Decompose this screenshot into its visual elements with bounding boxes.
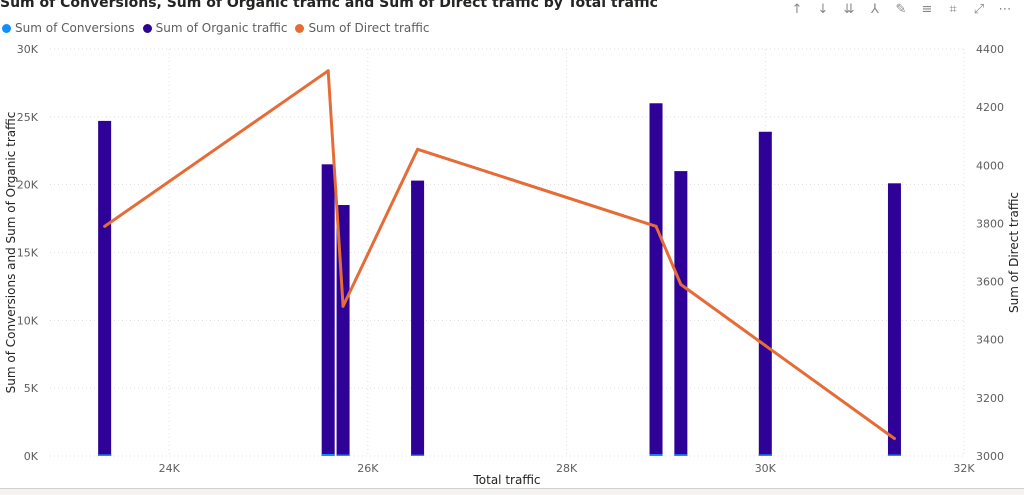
y-tick-label: 0K (24, 450, 39, 463)
y-tick-label: 20K (17, 179, 39, 192)
conversions-bar (411, 454, 425, 456)
y-tick-label: 5K (24, 382, 39, 395)
conversions-bar (649, 454, 663, 456)
legend-marker (142, 23, 152, 33)
x-tick-label: 30K (755, 462, 777, 475)
legend-item[interactable]: Sum of Direct traffic (295, 21, 429, 35)
sort-both-icon[interactable]: ⇊ (843, 1, 855, 17)
x-tick-label: 24K (159, 462, 181, 475)
y2-tick-label: 3600 (976, 276, 1004, 289)
y2-axis-title: Sum of Direct traffic (1007, 192, 1021, 313)
visual-header-toolbar: ↑ ↓ ⇊ ⅄ ✎ ≡ ⌗ ⤢ ⋯ (786, 0, 1016, 18)
y2-tick-label: 3400 (976, 334, 1004, 347)
organic-traffic-bar (321, 164, 335, 457)
conversions-bar (887, 454, 901, 456)
organic-traffic-bar (98, 120, 112, 457)
legend-marker (2, 23, 11, 33)
pin-icon[interactable]: ✎ (895, 1, 907, 17)
conversions-bar (674, 454, 688, 456)
y-tick-label: 10K (17, 314, 39, 327)
y-tick-label: 25K (17, 111, 39, 124)
chart-title: Sum of Conversions, Sum of Organic traff… (0, 0, 658, 11)
legend-marker (295, 23, 305, 33)
y-axis-title: Sum of Conversions and Sum of Organic tr… (4, 112, 18, 394)
conversions-bar (98, 454, 112, 456)
page-footer-strip (0, 488, 1024, 495)
y-tick-label: 30K (17, 43, 39, 56)
direct-traffic-line (103, 69, 896, 440)
sort-ascending-icon[interactable]: ↑ (791, 1, 803, 17)
x-axis-title: Total traffic (472, 473, 540, 487)
format-brush-icon[interactable]: ⌗ (949, 1, 957, 17)
organic-traffic-bar (758, 131, 772, 457)
x-tick-label: 32K (953, 462, 975, 475)
legend-item[interactable]: Sum of Conversions (2, 21, 135, 35)
direct-traffic-point (416, 147, 420, 151)
x-tick-label: 26K (357, 462, 379, 475)
y2-tick-label: 3200 (976, 392, 1004, 405)
legend-label: Sum of Direct traffic (308, 21, 430, 35)
focus-mode-icon[interactable]: ⤢ (973, 1, 985, 17)
direct-traffic-point (654, 224, 658, 228)
direct-traffic-point (341, 304, 345, 308)
x-tick-label: 28K (556, 462, 578, 475)
direct-traffic-point (763, 344, 767, 348)
y-tick-label: 15K (17, 247, 39, 260)
filter-icon[interactable]: ≡ (921, 1, 933, 17)
y2-tick-label: 3800 (976, 217, 1004, 230)
y2-tick-label: 3000 (976, 450, 1004, 463)
organic-traffic-bar (649, 103, 663, 457)
more-options-icon[interactable]: ⋯ (998, 1, 1012, 17)
sort-descending-icon[interactable]: ↓ (817, 1, 829, 17)
y2-tick-label: 4200 (976, 101, 1004, 114)
direct-traffic-point (892, 437, 896, 441)
organic-traffic-bar (674, 171, 688, 456)
organic-traffic-bar (411, 180, 425, 456)
organic-traffic-bar (887, 183, 901, 456)
conversions-bar (758, 454, 772, 456)
direct-traffic-point (326, 69, 330, 73)
legend-item[interactable]: Sum of Organic traffic (142, 21, 288, 35)
legend-label: Sum of Organic traffic (155, 21, 288, 35)
legend-label: Sum of Conversions (15, 21, 135, 35)
drill-down-icon[interactable]: ⅄ (871, 1, 879, 17)
y2-tick-label: 4000 (976, 159, 1004, 172)
direct-traffic-point (679, 282, 683, 286)
direct-traffic-point (103, 224, 107, 228)
y2-tick-label: 4400 (976, 43, 1004, 56)
conversions-bar (321, 453, 335, 456)
conversions-bar (336, 454, 350, 456)
chart-legend: Sum of Conversions Sum of Organic traffic… (2, 21, 429, 35)
